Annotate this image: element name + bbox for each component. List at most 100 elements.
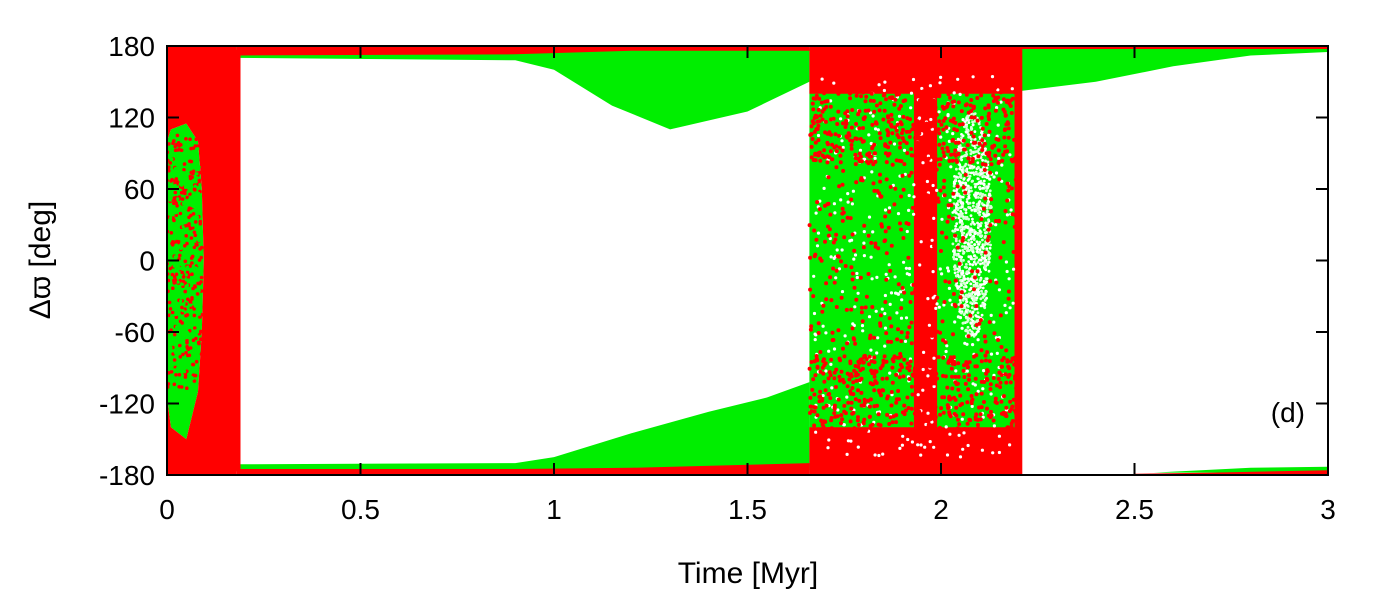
red-point [812,359,817,364]
red-point [895,337,900,342]
red-point [882,108,887,113]
red-point [861,245,866,250]
red-point [963,427,968,432]
gap-point [965,249,969,253]
green-point [186,182,190,186]
red-point [835,414,840,419]
gap-point [973,292,977,296]
red-point [983,196,988,201]
gap-point [903,172,907,176]
gap-point [971,120,974,124]
red-point [935,157,940,162]
red-point [195,243,199,247]
gap-point [904,266,909,270]
red-point [896,282,901,287]
red-point [957,261,962,266]
red-point [1008,399,1013,404]
red-point [983,429,988,434]
gap-point [967,238,971,242]
red-point [857,109,862,114]
gap-point [957,200,960,203]
red-point [943,279,948,284]
gap-point [959,165,962,169]
red-point [988,223,993,228]
gap-point [977,186,981,189]
red-point [196,144,200,148]
red-point [1001,107,1006,112]
gap-point [834,276,838,280]
gap-point [966,325,970,329]
gap-point [815,244,820,248]
red-point [963,172,968,177]
red-point [972,287,976,292]
red-band-bottom [236,463,810,475]
red-point [890,162,895,167]
gap-point [974,284,977,288]
red-point [850,411,855,416]
gap-point [882,88,887,93]
red-point [933,426,938,431]
red-point [850,386,855,390]
red-point [968,103,973,108]
gap-point [964,162,968,166]
gap-point [967,195,971,199]
gap-point [969,214,973,218]
x-tick-label: 1 [546,494,562,525]
red-point [1002,394,1006,399]
gap-point [973,130,977,134]
red-point [915,179,920,184]
red-point [953,397,958,402]
green-point [181,202,185,206]
green-point [192,300,196,304]
gap-point [976,389,980,393]
gap-point [910,440,915,444]
green-point [169,346,173,350]
green-point [169,216,173,220]
red-point [926,133,931,138]
red-point [916,141,920,146]
red-point [813,151,818,156]
gap-point [848,239,852,243]
red-point [177,372,182,377]
green-point [176,236,180,240]
gap-point [856,445,860,449]
gap-point [926,374,930,378]
gap-point [956,267,959,271]
red-point [897,355,902,360]
y-tick-label: 120 [108,103,155,134]
x-tick-label: 0 [159,494,175,525]
gap-point [984,258,988,262]
gap-point [842,423,846,427]
gap-point [954,369,958,373]
red-point [821,303,826,308]
gap-point [955,167,958,171]
red-point [899,194,904,199]
red-point [870,145,875,150]
red-point [938,157,943,162]
red-point [859,94,863,99]
red-point [828,373,833,378]
gap-point [972,165,976,169]
red-point [184,350,188,355]
red-point [834,367,839,372]
green-point [196,147,200,151]
gap-point [956,270,960,274]
green-point [195,299,199,304]
red-point [814,354,819,358]
red-point [1016,192,1021,197]
gap-point [1009,208,1013,212]
red-point [185,270,190,275]
gap-point [1004,311,1008,315]
red-point [189,213,193,218]
red-point [831,266,836,271]
red-point [901,99,906,104]
gap-point [980,202,984,205]
gap-point [971,123,975,127]
gap-point [907,266,912,271]
red-point [852,426,857,431]
gap-point [912,183,916,187]
red-point [883,142,888,147]
red-point [184,137,188,141]
gap-point [988,246,992,250]
red-point [956,361,961,366]
